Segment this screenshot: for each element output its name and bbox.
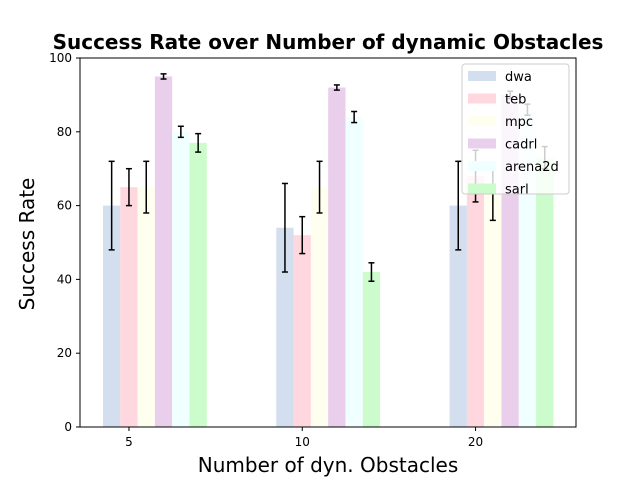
legend-label-cadrl: cadrl (505, 138, 537, 153)
bar-mpc-20 (484, 194, 502, 427)
legend-label-arena2d: arena2d (505, 160, 559, 175)
chart-title: Success Rate over Number of dynamic Obst… (53, 30, 604, 54)
bar-mpc-5 (137, 187, 155, 427)
bar-dwa-5 (103, 205, 121, 427)
y-tick-label-0: 0 (64, 420, 72, 434)
bar-teb-10 (293, 235, 311, 427)
bar-cadrl-5 (154, 76, 173, 427)
legend-swatch-teb (468, 93, 496, 104)
legend-label-teb: teb (505, 93, 526, 108)
bar-teb-5 (120, 187, 138, 427)
bars-layer (103, 76, 554, 428)
bar-sarl-20 (536, 157, 554, 427)
legend-swatch-arena2d (468, 161, 496, 171)
x-tick-label-10: 10 (295, 435, 310, 449)
bar-dwa-10 (276, 227, 294, 427)
legend-label-sarl: sarl (505, 183, 529, 198)
bar-mpc-10 (310, 187, 329, 427)
legend-swatch-dwa (468, 71, 496, 81)
y-tick-label-20: 20 (57, 346, 72, 360)
y-tick-label-40: 40 (57, 272, 72, 286)
bar-sarl-5 (189, 142, 207, 427)
x-tick-label-5: 5 (125, 435, 133, 449)
x-tick-label-20: 20 (468, 435, 483, 449)
legend-label-dwa: dwa (505, 70, 532, 85)
axes-layer: 0 20 40 60 80 100 5 10 20 (49, 51, 577, 449)
bar-arena2d-5 (172, 131, 190, 428)
legend-swatch-sarl (468, 183, 496, 194)
legend-label-mpc: mpc (505, 115, 533, 130)
bar-cadrl-10 (328, 87, 346, 428)
x-axis-label: Number of dyn. Obstacles (198, 453, 459, 477)
y-tick-label-80: 80 (57, 125, 72, 139)
legend-swatch-mpc (468, 116, 496, 126)
legend-swatch-cadrl (468, 138, 496, 149)
y-axis-label: Success Rate (15, 178, 39, 311)
y-tick-label-100: 100 (49, 51, 72, 65)
plot-frame (79, 57, 577, 428)
y-tick-label-60: 60 (57, 199, 72, 213)
bar-dwa-20 (449, 205, 467, 427)
bar-teb-20 (466, 176, 485, 427)
bar-arena2d-10 (345, 117, 363, 427)
legend: dwa teb mpc cadrl arena2d sarl (461, 63, 570, 198)
bar-sarl-10 (362, 272, 381, 427)
